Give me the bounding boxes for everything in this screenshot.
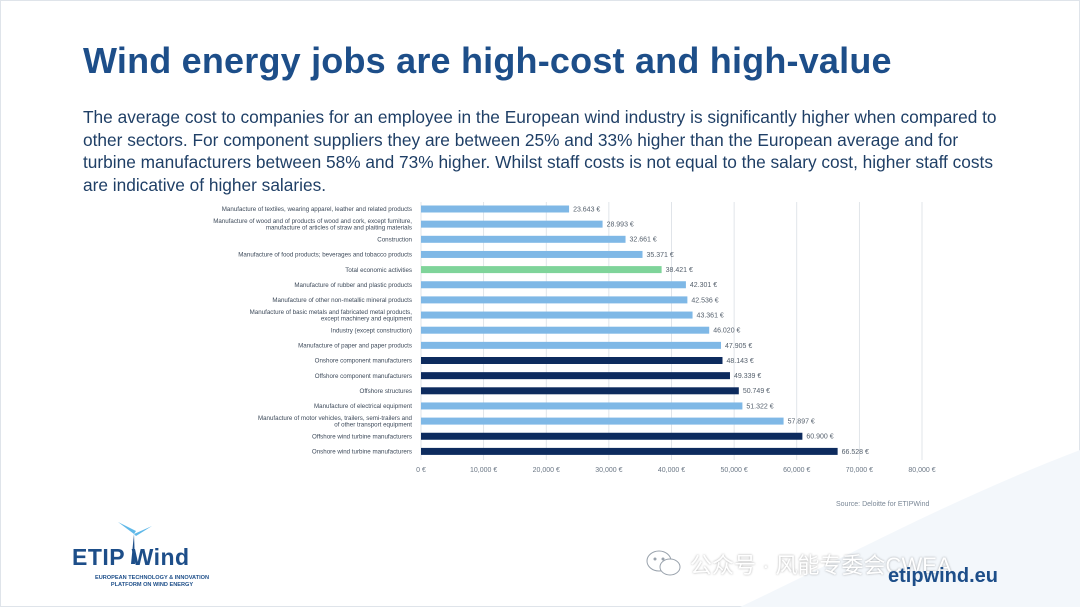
bar-value-label: 66.528 €: [842, 449, 869, 456]
bar-value-label: 23.643 €: [573, 206, 600, 213]
slide-subtitle: The average cost to companies for an emp…: [83, 107, 997, 195]
logo-tagline: EUROPEAN TECHNOLOGY & INNOVATION PLATFOR…: [72, 575, 232, 589]
category-label: manufacture of articles of straw and pla…: [266, 225, 412, 232]
wind-turbine-icon: [118, 522, 152, 564]
website-url: etipwind.eu: [888, 565, 998, 587]
category-label: Offshore wind turbine manufacturers: [312, 433, 412, 440]
category-label: Manufacture of electrical equipment: [314, 403, 412, 410]
bar: [421, 296, 688, 304]
logo-tagline-line-2: PLATFORM ON WIND ENERGY: [110, 582, 194, 588]
category-label: except machinery and equipment: [321, 316, 412, 323]
logo-wordmark: ETIP Wind: [72, 544, 190, 570]
bar-value-label: 60.900 €: [806, 434, 833, 441]
category-label: Industry (except construction): [331, 327, 412, 334]
wechat-watermark: 公众号 · 风能专委会CWEA: [690, 553, 952, 578]
bar-value-label: 48.143 €: [726, 358, 753, 365]
chart-x-tick-labels: 0 € 10,000 € 20,000 € 30,000 € 40,000 € 50,00…: [416, 467, 936, 474]
chart-value-labels: 23.643 € 28.993 € 32.661 € 35.371 € 38.421 €…: [573, 206, 869, 455]
bar-value-label: 51.322 €: [746, 403, 773, 410]
x-tick-label: 40,000 €: [658, 467, 685, 474]
category-label: Onshore component manufacturers: [315, 358, 412, 365]
bar: [421, 250, 643, 258]
category-label: Offshore component manufacturers: [315, 373, 412, 380]
bar-value-label: 46.020 €: [713, 328, 740, 335]
bar: [421, 417, 784, 425]
category-label: of other transport equipment: [334, 422, 412, 429]
wechat-icon: [646, 550, 681, 576]
category-label: Manufacture of motor vehicles, trailers,…: [258, 415, 413, 422]
x-tick-label: 30,000 €: [595, 467, 622, 474]
bar-value-label: 28.993 €: [607, 222, 634, 229]
chart-category-labels: Manufacture of textiles, wearing apparel…: [213, 206, 412, 455]
bar: [421, 341, 722, 349]
bar-value-label: 47.905 €: [725, 343, 752, 350]
bar: [421, 372, 730, 380]
chart-bars: [421, 205, 838, 455]
bar: [421, 266, 662, 274]
bar: [421, 205, 570, 213]
category-label: Manufacture of other non-metallic minera…: [272, 297, 412, 304]
bar-value-label: 32.661 €: [630, 237, 657, 244]
x-tick-label: 20,000 €: [533, 467, 560, 474]
x-tick-label: 60,000 €: [783, 467, 810, 474]
x-tick-label: 10,000 €: [470, 467, 497, 474]
bar: [421, 357, 723, 364]
bar-value-label: 35.371 €: [647, 252, 674, 259]
background-wave-decoration: [740, 450, 1080, 607]
etip-wind-logo: ETIP Wind EUROPEAN TECHNOLOGY & INNOVATI…: [72, 520, 232, 590]
category-label: Manufacture of food products; beverages …: [238, 252, 412, 259]
chart-source-note: Source: Deloitte for ETIPWind: [836, 501, 930, 508]
bar-value-label: 49.339 €: [734, 373, 761, 380]
slide-title: Wind energy jobs are high-cost and high-…: [83, 40, 892, 81]
bar-value-label: 43.361 €: [697, 312, 724, 319]
category-label: Construction: [377, 237, 412, 244]
bar: [421, 281, 686, 289]
category-label: Manufacture of basic metals and fabricat…: [250, 309, 413, 316]
category-label: Onshore wind turbine manufacturers: [312, 449, 412, 456]
bar-value-label: 38.421 €: [666, 267, 693, 274]
bar: [421, 326, 710, 334]
x-tick-label: 0 €: [416, 467, 426, 474]
bar-value-label: 57.897 €: [788, 419, 815, 426]
bar: [421, 387, 739, 395]
category-label: Offshore structures: [360, 388, 413, 395]
bar: [421, 402, 743, 410]
bar: [421, 432, 803, 440]
bar-value-label: 50.749 €: [743, 388, 770, 395]
category-label: Manufacture of rubber and plastic produc…: [294, 282, 412, 289]
x-tick-label: 70,000 €: [846, 467, 873, 474]
bar: [421, 447, 838, 455]
bar: [421, 311, 693, 319]
category-label: Manufacture of textiles, wearing apparel…: [222, 206, 412, 213]
bar: [421, 220, 603, 228]
bar: [421, 235, 626, 243]
bar-value-label: 42.536 €: [691, 297, 718, 304]
x-tick-label: 80,000 €: [908, 467, 935, 474]
x-tick-label: 50,000 €: [721, 467, 748, 474]
category-label: Manufacture of paper and paper products: [298, 343, 412, 350]
logo-tagline-line-1: EUROPEAN TECHNOLOGY & INNOVATION: [94, 575, 210, 581]
category-label: Manufacture of wood and of products of w…: [213, 218, 412, 225]
bar-value-label: 42.301 €: [690, 282, 717, 289]
category-label: Total economic activities: [345, 267, 412, 274]
